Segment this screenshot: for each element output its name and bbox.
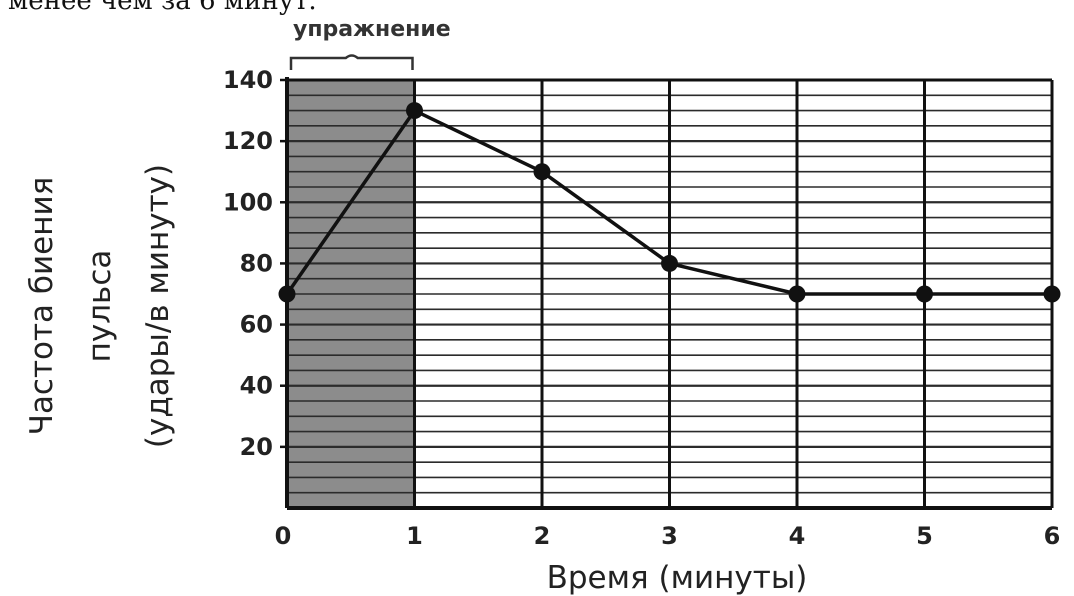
x-tick-label: 6 <box>1044 522 1061 550</box>
y-tick-label: 60 <box>240 311 273 339</box>
tick-labels: 20 40 60 80 100 120 140 0 1 2 3 4 5 6 <box>223 66 1060 550</box>
data-point <box>1043 285 1061 303</box>
data-point <box>788 285 806 303</box>
y-tick-label: 140 <box>223 66 273 94</box>
y-axis-title-line: (удары/в минуту) <box>140 164 176 448</box>
exercise-annotation: упражнение <box>289 17 451 70</box>
y-axis-title-line: Частота биения <box>24 177 60 436</box>
top-caption: менее чем за 6 минут. <box>8 0 317 16</box>
x-tick-label: 2 <box>534 522 551 550</box>
data-point <box>533 163 551 181</box>
grid <box>287 78 1054 508</box>
data-points <box>278 102 1061 303</box>
data-point <box>406 102 423 120</box>
y-tick-label: 80 <box>240 249 273 277</box>
y-tick-label: 120 <box>223 127 273 155</box>
x-tick-label: 4 <box>789 522 806 550</box>
exercise-brace <box>289 54 414 70</box>
x-axis-title: Время (минуты) <box>547 560 808 596</box>
x-tick-label: 1 <box>406 522 423 550</box>
y-axis-title-line: пульса <box>82 250 118 363</box>
y-tick-label: 20 <box>240 433 273 461</box>
x-tick-label: 3 <box>661 522 678 550</box>
axis-titles: Время (минуты) Частота биения пульса (удары… <box>24 164 807 596</box>
y-tick-label: 100 <box>223 188 273 216</box>
data-point <box>916 285 933 303</box>
x-tick-label: 0 <box>275 522 292 550</box>
exercise-label: упражнение <box>293 17 451 42</box>
data-point <box>661 254 678 272</box>
y-tick-label: 40 <box>240 372 273 400</box>
data-point <box>278 285 296 303</box>
x-tick-label: 5 <box>916 522 933 550</box>
